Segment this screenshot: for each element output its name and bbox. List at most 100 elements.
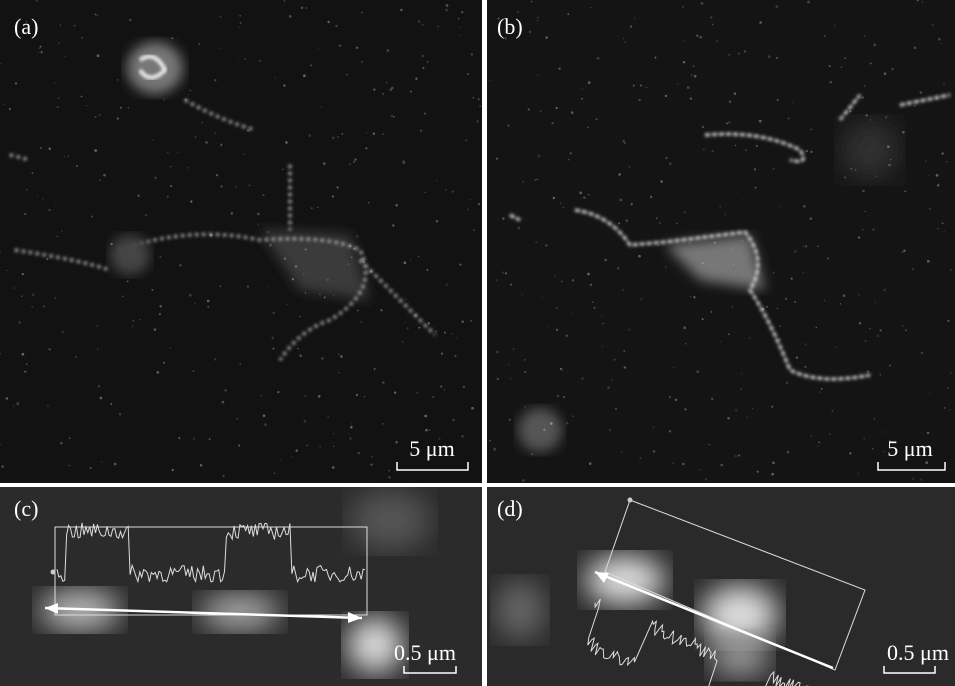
speckle	[67, 155, 69, 157]
speckle	[349, 245, 351, 247]
speckle	[389, 470, 390, 471]
speckle	[947, 320, 949, 322]
speckle	[301, 6, 303, 8]
speckle	[588, 81, 591, 84]
speckle	[272, 312, 275, 315]
speckle	[205, 141, 208, 144]
speckle	[48, 348, 51, 351]
speckle	[887, 146, 890, 149]
speckle	[479, 105, 481, 107]
speckle	[220, 48, 221, 49]
speckle	[858, 294, 860, 296]
speckle	[145, 214, 147, 216]
speckle	[271, 337, 274, 340]
speckle	[403, 160, 404, 161]
speckle	[521, 294, 523, 296]
speckle	[373, 88, 375, 90]
speckle	[133, 320, 134, 321]
speckle	[796, 356, 798, 358]
speckle	[445, 9, 448, 12]
speckle	[601, 316, 602, 317]
speckle	[738, 53, 740, 55]
speckle	[6, 397, 9, 400]
speckle	[696, 370, 699, 373]
speckle	[308, 134, 311, 137]
speckle	[240, 22, 242, 24]
speckle	[361, 12, 363, 14]
speckle	[734, 455, 737, 458]
speckle	[581, 98, 583, 100]
speckle	[553, 197, 555, 199]
speckle	[427, 61, 429, 63]
speckle	[284, 0, 286, 2]
speckle	[602, 323, 603, 324]
speckle	[324, 296, 326, 298]
speckle	[602, 346, 604, 348]
speckle	[410, 90, 412, 92]
speckle	[543, 429, 545, 431]
speckle	[870, 119, 871, 120]
speckle	[779, 325, 781, 327]
speckle	[829, 81, 832, 84]
speckle	[341, 133, 343, 135]
speckle	[465, 139, 468, 142]
speckle	[874, 418, 876, 420]
speckle	[338, 372, 340, 374]
speckle	[708, 444, 710, 446]
speckle	[428, 322, 430, 324]
speckle	[459, 264, 461, 266]
speckle	[587, 127, 589, 129]
speckle	[444, 389, 445, 390]
speckle	[38, 52, 39, 53]
speckle	[523, 181, 524, 182]
speckle	[220, 286, 221, 287]
speckle	[489, 440, 491, 442]
speckle	[97, 15, 98, 16]
speckle	[682, 6, 684, 8]
speckle	[422, 67, 424, 69]
speckle	[566, 335, 568, 337]
speckle	[556, 307, 557, 308]
speckle	[629, 166, 631, 168]
speckle	[522, 479, 524, 481]
speckle	[420, 130, 422, 132]
speckle	[325, 96, 326, 97]
speckle	[461, 11, 463, 13]
speckle	[336, 186, 338, 188]
speckle	[257, 213, 260, 216]
speckle	[633, 85, 635, 87]
speckle	[350, 426, 353, 429]
speckle	[570, 152, 572, 154]
speckle	[925, 461, 928, 464]
speckle	[415, 77, 418, 80]
speckle	[151, 289, 153, 291]
speckle	[534, 179, 536, 181]
speckle	[418, 327, 420, 329]
speckle	[604, 259, 606, 261]
speckle	[478, 98, 480, 100]
speckle	[193, 370, 195, 372]
speckle	[630, 25, 632, 27]
speckle	[930, 393, 931, 394]
speckle	[615, 408, 617, 410]
speckle	[382, 381, 384, 383]
speckle	[685, 343, 687, 345]
speckle	[735, 409, 737, 411]
speckle	[354, 158, 356, 160]
speckle	[13, 405, 14, 406]
speckle	[735, 145, 737, 147]
speckle	[120, 107, 122, 109]
speckle	[110, 403, 112, 405]
speckle	[284, 257, 286, 259]
speckle	[716, 40, 718, 42]
speckle	[675, 399, 677, 401]
speckle	[393, 116, 395, 118]
speckle	[351, 423, 352, 424]
speckle	[318, 395, 321, 398]
speckle	[214, 132, 215, 133]
speckle	[358, 452, 360, 454]
speckle	[865, 340, 867, 342]
speckle	[568, 159, 570, 161]
speckle	[824, 300, 826, 302]
speckle	[368, 202, 370, 204]
